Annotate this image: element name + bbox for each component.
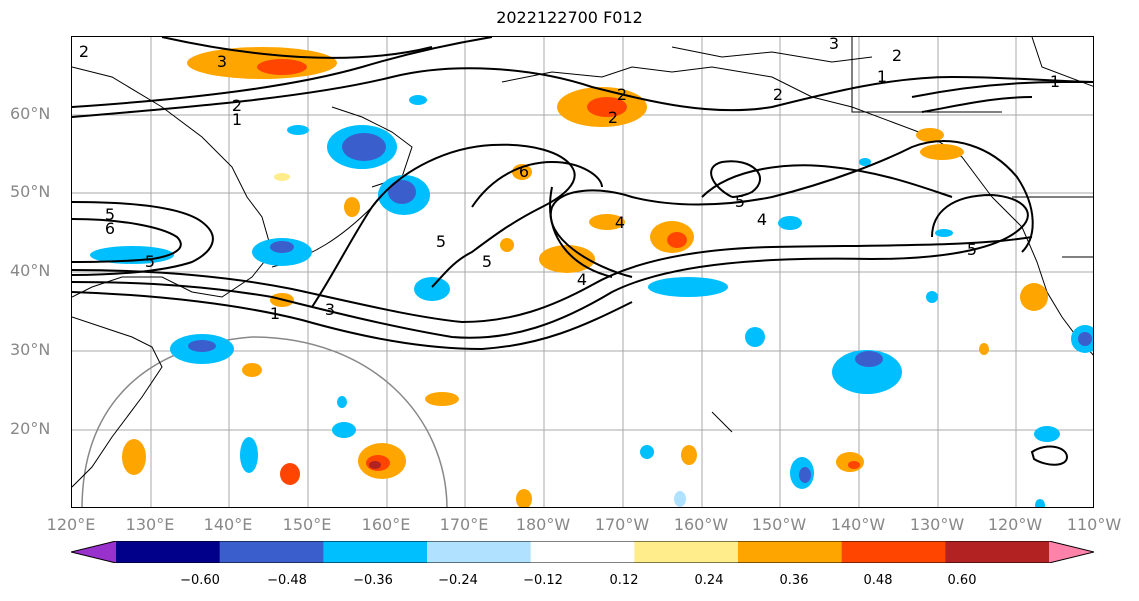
contour-label: 3 [325,300,335,319]
contour-label: 4 [577,270,587,289]
colorbar-segment [427,541,532,563]
colorbar-segment [116,541,221,563]
colorbar-tick-label: 0.48 [863,573,893,588]
contour-label: 2 [79,42,89,61]
colorbar-segment [323,541,428,563]
lon-label: 170°E [439,515,489,534]
lon-label: 120°W [987,515,1043,534]
colorbar-segment [71,541,116,563]
contour-label: 5 [967,240,977,259]
contour-label: 6 [105,219,115,238]
colorbar-segment [530,541,635,563]
lon-label: 110°W [1066,515,1122,534]
colorbar-segment [738,541,843,563]
contour-label: 1 [877,67,887,86]
contour-label: 3 [217,52,227,71]
contour-label: 1 [270,304,280,323]
lat-label-40n: 40°N [10,261,51,280]
colorbar-tick-label: 0.12 [609,573,639,588]
colorbar-tick-label: 0.24 [694,573,724,588]
range-circle [81,336,448,507]
contour-label: 5 [735,192,745,211]
colorbar-segment [219,541,324,563]
contour-label: 2 [617,85,627,104]
colorbar-tick-label: −0.60 [180,573,220,588]
colorbar-segments [71,541,1094,563]
contour-label: 2 [232,96,242,115]
colorbar-tick-label: −0.36 [353,573,393,588]
anomaly-patches [90,47,1093,507]
colorbar-tick-label: −0.12 [523,573,563,588]
contour-label: 2 [773,85,783,104]
colorbar-tick-label: −0.48 [267,573,307,588]
lat-label-30n: 30°N [10,340,51,359]
map-title: 2022122700 F012 [496,8,643,27]
lon-label: 170°W [594,515,650,534]
lon-label: 130°W [909,515,965,534]
contour-label: 1 [232,110,242,129]
contour-label: 4 [615,213,625,232]
contour-label: 2 [892,46,902,65]
lon-label: 150°W [751,515,807,534]
lon-label: 130°E [125,515,175,534]
lon-label: 140°W [830,515,886,534]
colorbar-segment [1049,541,1094,563]
lon-label: 180°W [515,515,571,534]
contour-label-group: 3 2 1 5 6 5 4 5 4 6 2 2 3 1 2 1 2 5 4 5 … [79,37,1060,323]
map-panel: 3 2 1 5 6 5 4 5 4 6 2 2 3 1 2 1 2 5 4 5 … [71,36,1094,508]
contour-label: 5 [145,252,155,271]
lon-label: 120°E [46,515,96,534]
colorbar-tick-label: −0.24 [438,573,478,588]
lon-label: 150°E [282,515,332,534]
contour-label: 5 [436,232,446,251]
lon-label: 160°E [361,515,411,534]
lat-label-20n: 20°N [10,419,51,438]
colorbar-segment [945,541,1050,563]
contour-label: 6 [519,162,529,181]
colorbar [71,541,1094,563]
colorbar-tick-label: 0.60 [947,573,977,588]
contour-lines [72,37,1093,466]
lat-label-60n: 60°N [10,104,51,123]
map-canvas: 3 2 1 5 6 5 4 5 4 6 2 2 3 1 2 1 2 5 4 5 … [72,37,1093,507]
lon-label: 140°E [203,515,253,534]
contour-label: 5 [482,252,492,271]
colorbar-tick-label: 0.36 [779,573,809,588]
colorbar-segment [634,541,739,563]
contour-label: 3 [829,37,839,53]
contour-label: 1 [1050,72,1060,91]
lat-label-50n: 50°N [10,182,51,201]
colorbar-segment [841,541,946,563]
contour-label: 2 [608,108,618,127]
contour-label: 5 [105,205,115,224]
contour-label: 4 [757,210,767,229]
lon-label: 160°W [673,515,729,534]
